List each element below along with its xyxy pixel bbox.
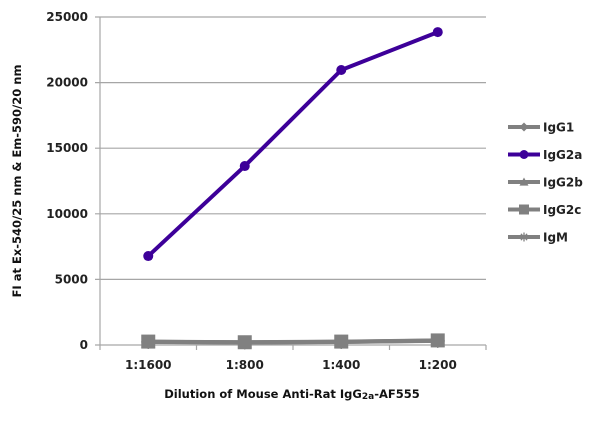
circle-marker-icon <box>432 27 443 38</box>
circle-marker-icon <box>519 150 529 159</box>
series-igg2a <box>143 27 443 262</box>
legend-item-igg1: IgG1 <box>508 121 574 135</box>
y-tick-label: 10000 <box>46 207 88 221</box>
y-tick-label: 25000 <box>46 10 88 24</box>
legend: IgG1 IgG2a IgG2b IgG2c IgM <box>508 121 583 245</box>
legend-item-igm: IgM <box>508 231 568 245</box>
axes <box>95 17 487 350</box>
legend-label: IgG2a <box>543 148 582 162</box>
legend-item-igg2c: IgG2c <box>508 203 581 217</box>
x-tick-label: 1:800 <box>226 358 264 372</box>
series-igg2c <box>141 333 445 350</box>
data-series <box>141 27 445 350</box>
y-axis-label: FI at Ex-540/25 nm & Em-590/20 nm <box>10 65 24 298</box>
legend-label: IgG1 <box>543 121 574 135</box>
square-marker-icon <box>430 333 445 348</box>
y-tick-labels: 0 5000 10000 15000 20000 25000 <box>46 10 88 352</box>
star-marker-icon <box>519 232 529 242</box>
square-marker-icon <box>519 204 529 215</box>
triangle-marker-icon <box>519 177 529 186</box>
series-line <box>146 30 439 258</box>
circle-marker-icon <box>143 251 154 262</box>
square-marker-icon <box>237 335 252 350</box>
x-axis-label: Dilution of Mouse Anti-Rat IgG2a-AF555 <box>164 387 420 402</box>
legend-item-igg2b: IgG2b <box>508 176 583 190</box>
legend-item-igg2a: IgG2a <box>508 148 582 162</box>
y-tick-label: 20000 <box>46 76 88 90</box>
y-tick-label: 5000 <box>55 272 88 286</box>
gridlines <box>95 16 486 280</box>
legend-label: IgG2b <box>543 176 583 190</box>
x-tick-labels: 1:1600 1:800 1:400 1:200 <box>125 358 457 372</box>
x-tick-label: 1:400 <box>322 358 360 372</box>
x-tick-label: 1:1600 <box>125 358 172 372</box>
x-tick-label: 1:200 <box>419 358 457 372</box>
y-tick-label: 15000 <box>46 141 88 155</box>
square-marker-icon <box>141 334 156 349</box>
y-tick-label: 0 <box>80 338 88 352</box>
series-line <box>148 338 438 345</box>
legend-label: IgM <box>543 231 568 245</box>
diamond-marker-icon <box>519 122 529 132</box>
legend-label: IgG2c <box>543 203 581 217</box>
circle-marker-icon <box>239 161 250 172</box>
circle-marker-icon <box>336 65 347 76</box>
square-marker-icon <box>334 334 349 349</box>
